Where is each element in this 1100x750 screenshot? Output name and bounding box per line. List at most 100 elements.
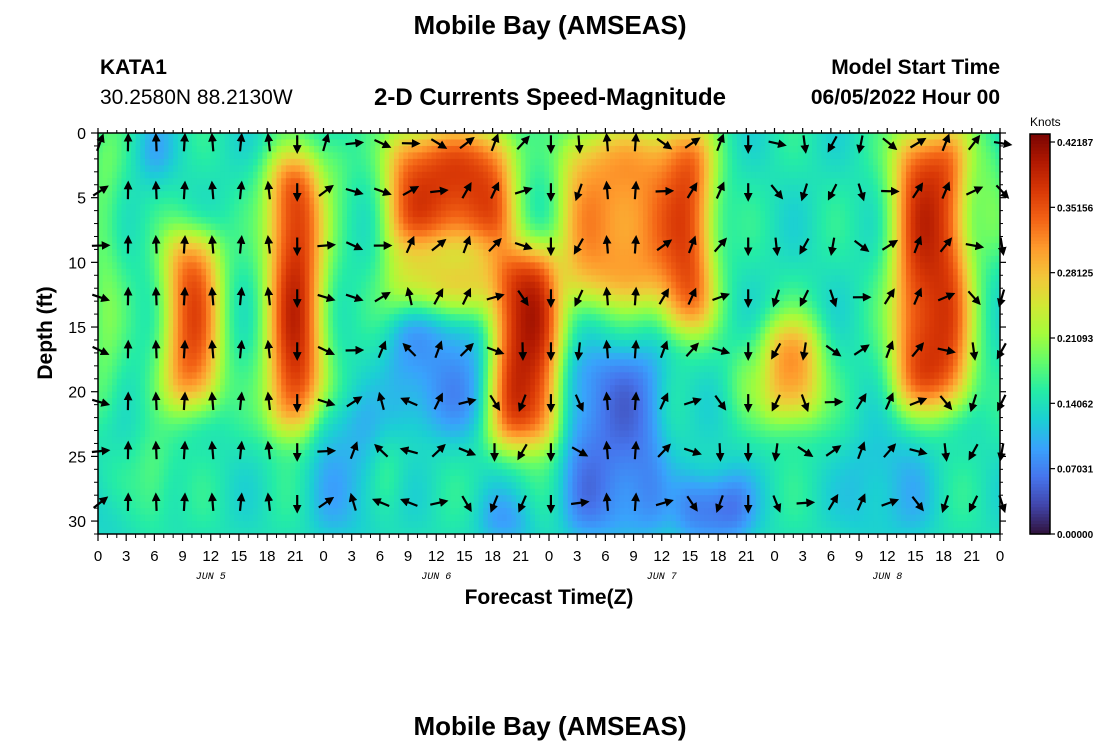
heatmap-cell	[323, 165, 329, 173]
heatmap-cell	[300, 462, 306, 470]
heatmap-cell	[332, 424, 339, 432]
heatmap-cell	[440, 411, 447, 419]
heatmap-cell	[285, 411, 292, 419]
heatmap-cell	[243, 482, 249, 490]
heatmap-cell	[426, 449, 433, 457]
heatmap-cell	[121, 443, 127, 451]
heatmap-cell	[163, 314, 170, 322]
heatmap-cell	[135, 404, 141, 412]
heatmap-cell	[173, 197, 179, 205]
heatmap-cell	[144, 262, 151, 270]
heatmap-cell	[248, 359, 254, 367]
heatmap-cell	[389, 152, 395, 160]
heatmap-cell	[455, 527, 461, 534]
heatmap-cell	[177, 165, 184, 173]
heatmap-cell	[393, 268, 400, 276]
heatmap-cell	[168, 521, 174, 529]
heatmap-cell	[168, 385, 174, 393]
heatmap-cell	[191, 482, 198, 490]
heatmap-cell	[440, 197, 447, 205]
heatmap-cell	[201, 230, 207, 238]
heatmap-cell	[144, 469, 151, 477]
heatmap-cell	[267, 521, 273, 529]
heatmap-cell	[417, 301, 423, 309]
heatmap-cell	[238, 158, 245, 166]
heatmap-cell	[135, 417, 141, 425]
heatmap-cell	[323, 436, 329, 445]
heatmap-cell	[464, 145, 470, 154]
heatmap-cell	[332, 346, 339, 354]
heatmap-cell	[346, 372, 353, 380]
heatmap-cell	[332, 359, 339, 367]
heatmap-cell	[168, 404, 174, 412]
heatmap-cell	[408, 495, 414, 503]
heatmap-cell	[107, 171, 113, 179]
heatmap-cell	[238, 456, 245, 464]
heatmap-cell	[149, 152, 155, 160]
heatmap-cell	[314, 275, 320, 283]
heatmap-cell	[229, 411, 235, 419]
heatmap-cell	[351, 339, 357, 348]
heatmap-cell	[201, 488, 207, 496]
heatmap-cell	[384, 255, 390, 263]
heatmap-cell	[389, 417, 395, 425]
heatmap-cell	[159, 320, 165, 328]
heatmap-cell	[440, 294, 447, 302]
heatmap-cell	[206, 281, 212, 289]
heatmap-cell	[140, 320, 146, 328]
heatmap-cell	[328, 411, 334, 419]
heatmap-cell	[365, 281, 372, 289]
heatmap-cell	[351, 430, 357, 438]
heatmap-cell	[257, 430, 264, 438]
heatmap-cell	[290, 339, 296, 348]
heatmap-cell	[365, 171, 372, 179]
heatmap-cell	[361, 230, 367, 238]
heatmap-cell	[262, 436, 268, 445]
heatmap-cell	[365, 152, 372, 160]
heatmap-cell	[154, 210, 160, 218]
heatmap-cell	[144, 488, 151, 496]
heatmap-cell	[163, 482, 170, 490]
heatmap-cell	[267, 197, 273, 205]
heatmap-cell	[337, 158, 343, 166]
heatmap-cell	[445, 378, 451, 386]
heatmap-cell	[398, 508, 404, 516]
heatmap-cell	[224, 307, 231, 315]
heatmap-cell	[445, 488, 451, 496]
heatmap-cell	[403, 475, 409, 483]
heatmap-cell	[191, 488, 198, 496]
heatmap-cell	[253, 521, 259, 529]
heatmap-cell	[290, 495, 296, 503]
heatmap-cell	[440, 430, 447, 438]
heatmap-cell	[224, 158, 231, 166]
heatmap-cell	[173, 391, 179, 399]
heatmap-cell	[215, 178, 221, 186]
heatmap-cell	[173, 165, 179, 173]
heatmap-cell	[168, 514, 174, 522]
heatmap-cell	[323, 145, 329, 154]
heatmap-cell	[210, 314, 217, 322]
heatmap-cell	[224, 145, 231, 154]
heatmap-cell	[300, 417, 306, 425]
heatmap-cell	[375, 197, 381, 205]
heatmap-cell	[403, 210, 409, 218]
heatmap-cell	[262, 378, 268, 386]
heatmap-cell	[309, 327, 315, 335]
heatmap-cell	[356, 449, 362, 457]
heatmap-cell	[309, 314, 315, 322]
heatmap-cell	[248, 294, 254, 302]
heatmap-cell	[163, 197, 170, 205]
heatmap-cell	[243, 462, 249, 470]
heatmap-cell	[140, 262, 146, 270]
heatmap-cell	[426, 508, 433, 516]
heatmap-cell	[196, 327, 202, 335]
heatmap-cell	[351, 527, 357, 534]
heatmap-cell	[370, 365, 376, 373]
heatmap-cell	[356, 508, 362, 516]
heatmap-cell	[337, 482, 343, 490]
heatmap-cell	[248, 320, 254, 328]
heatmap-cell	[459, 333, 466, 341]
heatmap-cell	[450, 223, 456, 231]
heatmap-cell	[464, 411, 470, 419]
heatmap-cell	[295, 327, 301, 335]
